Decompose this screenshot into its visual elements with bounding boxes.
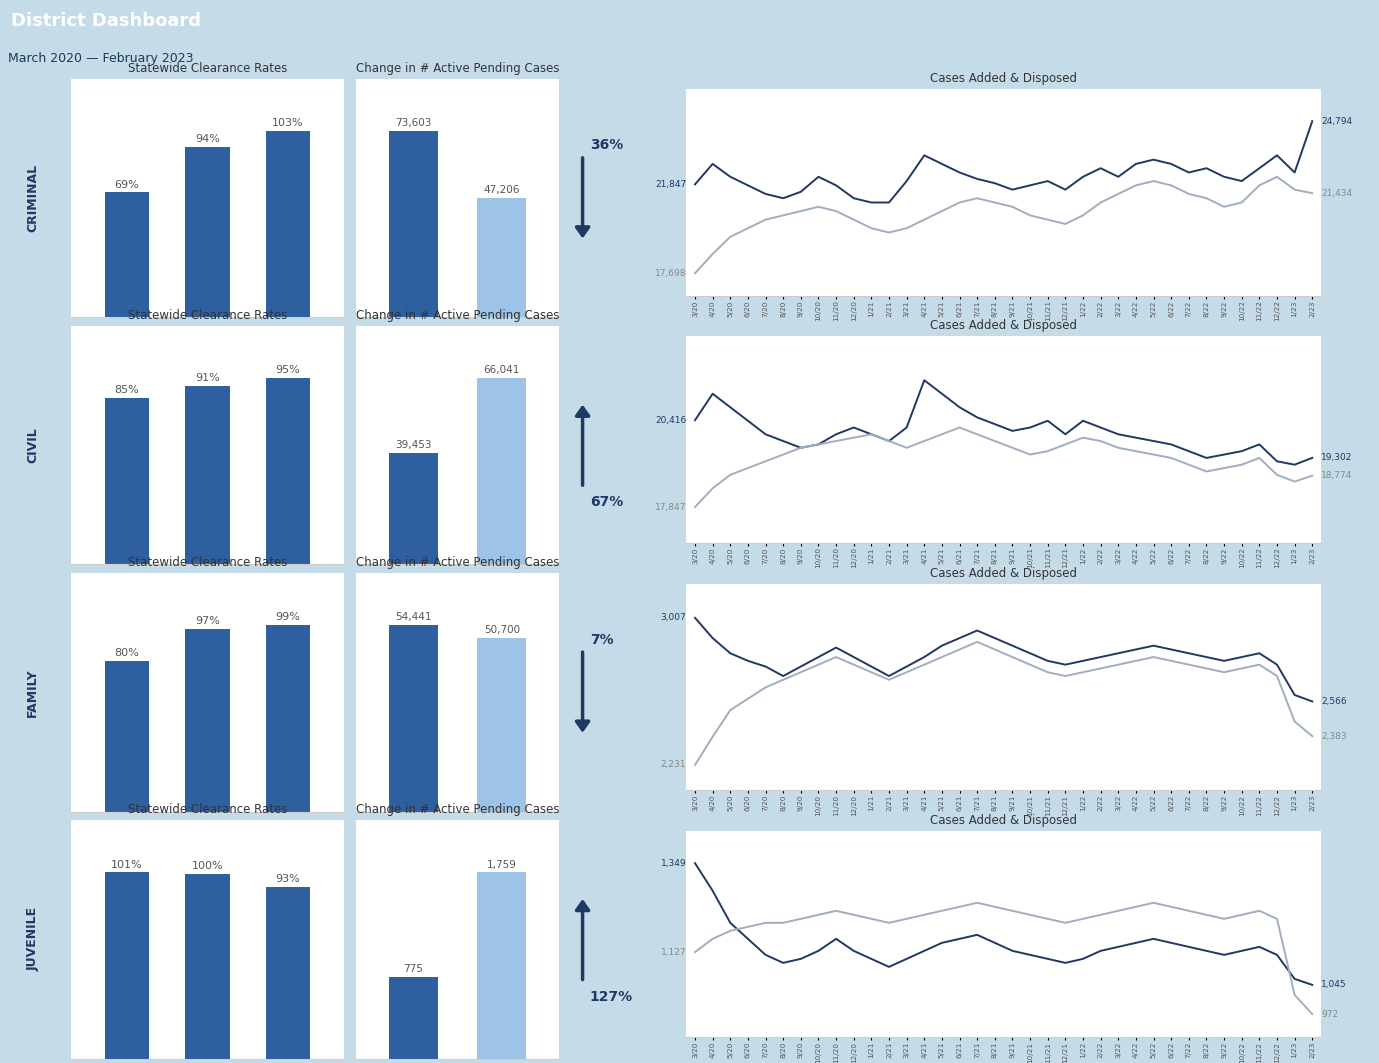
Legend: Added, Disposed: Added, Disposed — [927, 354, 1081, 370]
Text: 21,434: 21,434 — [1321, 189, 1353, 198]
Text: District Dashboard: District Dashboard — [11, 13, 201, 30]
Text: 47,206: 47,206 — [484, 185, 520, 195]
Text: 103%: 103% — [272, 118, 303, 128]
Text: 85%: 85% — [114, 385, 139, 394]
Title: Cases Added & Disposed: Cases Added & Disposed — [931, 72, 1077, 85]
Bar — [105, 398, 149, 564]
Bar — [266, 378, 310, 564]
Text: 21,847: 21,847 — [655, 180, 687, 189]
Bar — [185, 147, 230, 317]
Bar — [105, 873, 149, 1059]
Text: 2,383: 2,383 — [1321, 731, 1347, 741]
Text: 101%: 101% — [112, 860, 143, 870]
Legend: Added, Disposed: Added, Disposed — [927, 848, 1081, 864]
Text: 18,774: 18,774 — [1321, 471, 1353, 480]
Text: 1,759: 1,759 — [487, 860, 517, 870]
Text: 775: 775 — [403, 964, 423, 974]
Title: Change in # Active Pending Cases: Change in # Active Pending Cases — [356, 556, 560, 569]
Title: Statewide Clearance Rates: Statewide Clearance Rates — [128, 804, 287, 816]
Text: 3,007: 3,007 — [661, 613, 687, 622]
Bar — [389, 453, 437, 564]
Text: 39,453: 39,453 — [394, 440, 432, 451]
Text: 73,603: 73,603 — [394, 118, 432, 128]
Title: Change in # Active Pending Cases: Change in # Active Pending Cases — [356, 804, 560, 816]
Text: CIVIL: CIVIL — [26, 427, 39, 463]
Text: 127%: 127% — [590, 990, 633, 1003]
Bar — [477, 378, 527, 564]
Text: 7%: 7% — [590, 632, 614, 646]
Text: 93%: 93% — [276, 874, 301, 884]
Title: Statewide Clearance Rates: Statewide Clearance Rates — [128, 309, 287, 322]
Title: Cases Added & Disposed: Cases Added & Disposed — [931, 567, 1077, 579]
Text: 20,416: 20,416 — [655, 416, 687, 425]
Text: 2,566: 2,566 — [1321, 697, 1347, 706]
Bar — [185, 386, 230, 564]
Bar — [477, 198, 527, 317]
Bar — [105, 192, 149, 317]
Text: 67%: 67% — [590, 495, 623, 509]
Text: 17,847: 17,847 — [655, 503, 687, 511]
Text: 1,045: 1,045 — [1321, 980, 1347, 990]
Text: 50,700: 50,700 — [484, 625, 520, 636]
Text: 17,698: 17,698 — [655, 269, 687, 277]
Text: 91%: 91% — [194, 373, 219, 383]
Bar — [185, 874, 230, 1059]
Bar — [389, 625, 437, 812]
Text: 2,231: 2,231 — [661, 760, 687, 770]
Title: Change in # Active Pending Cases: Change in # Active Pending Cases — [356, 62, 560, 74]
Text: 19,302: 19,302 — [1321, 453, 1353, 462]
Bar — [477, 873, 527, 1059]
Text: FAMILY: FAMILY — [26, 668, 39, 716]
Text: 972: 972 — [1321, 1010, 1338, 1018]
Text: 66,041: 66,041 — [484, 366, 520, 375]
Title: Cases Added & Disposed: Cases Added & Disposed — [931, 320, 1077, 333]
Bar — [105, 661, 149, 812]
Text: 100%: 100% — [192, 861, 223, 872]
Text: 69%: 69% — [114, 180, 139, 189]
Bar — [266, 888, 310, 1059]
Text: 36%: 36% — [590, 138, 623, 152]
Text: 95%: 95% — [276, 366, 301, 375]
Bar — [389, 131, 437, 317]
Text: 80%: 80% — [114, 648, 139, 658]
Text: 99%: 99% — [276, 612, 301, 622]
Text: 97%: 97% — [194, 617, 219, 626]
Text: JUVENILE: JUVENILE — [26, 908, 39, 972]
Bar — [266, 131, 310, 317]
Text: 1,349: 1,349 — [661, 859, 687, 867]
Title: Change in # Active Pending Cases: Change in # Active Pending Cases — [356, 309, 560, 322]
Text: 94%: 94% — [194, 134, 219, 145]
Bar — [389, 977, 437, 1059]
Title: Cases Added & Disposed: Cases Added & Disposed — [931, 814, 1077, 827]
Title: Statewide Clearance Rates: Statewide Clearance Rates — [128, 556, 287, 569]
Text: 1,127: 1,127 — [661, 947, 687, 957]
Text: CRIMINAL: CRIMINAL — [26, 164, 39, 232]
Bar — [266, 625, 310, 812]
Text: March 2020 — February 2023: March 2020 — February 2023 — [8, 52, 194, 65]
Text: 24,794: 24,794 — [1321, 117, 1353, 125]
Text: 54,441: 54,441 — [394, 612, 432, 622]
Bar — [185, 629, 230, 812]
Title: Statewide Clearance Rates: Statewide Clearance Rates — [128, 62, 287, 74]
Bar — [477, 638, 527, 812]
Legend: Added, Disposed: Added, Disposed — [927, 601, 1081, 618]
